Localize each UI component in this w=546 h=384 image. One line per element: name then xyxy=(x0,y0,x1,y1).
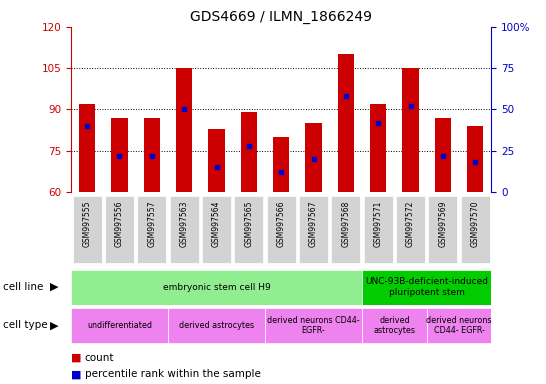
Bar xyxy=(435,118,451,192)
Text: GSM997556: GSM997556 xyxy=(115,201,124,247)
FancyBboxPatch shape xyxy=(71,308,168,343)
Bar xyxy=(370,104,387,192)
FancyBboxPatch shape xyxy=(202,196,231,263)
Text: derived neurons CD44-
EGFR-: derived neurons CD44- EGFR- xyxy=(267,316,360,335)
Text: ▶: ▶ xyxy=(50,282,59,292)
Bar xyxy=(79,104,95,192)
Text: UNC-93B-deficient-induced
pluripotent stem: UNC-93B-deficient-induced pluripotent st… xyxy=(365,277,488,297)
FancyBboxPatch shape xyxy=(427,308,491,343)
Bar xyxy=(338,55,354,192)
Text: derived neurons
CD44- EGFR-: derived neurons CD44- EGFR- xyxy=(426,316,492,335)
Text: GSM997566: GSM997566 xyxy=(277,201,286,247)
Text: GSM997567: GSM997567 xyxy=(309,201,318,247)
Text: GSM997564: GSM997564 xyxy=(212,201,221,247)
Text: undifferentiated: undifferentiated xyxy=(87,321,152,330)
Bar xyxy=(402,68,419,192)
Text: GSM997571: GSM997571 xyxy=(373,201,383,247)
FancyBboxPatch shape xyxy=(137,196,167,263)
Text: derived astrocytes: derived astrocytes xyxy=(179,321,254,330)
Text: GSM997563: GSM997563 xyxy=(180,201,189,247)
Bar xyxy=(111,118,128,192)
Text: GSM997569: GSM997569 xyxy=(438,201,447,247)
Bar xyxy=(209,129,224,192)
Text: GSM997568: GSM997568 xyxy=(341,201,351,247)
Bar xyxy=(144,118,160,192)
Bar xyxy=(273,137,289,192)
Text: derived
astrocytes: derived astrocytes xyxy=(373,316,416,335)
FancyBboxPatch shape xyxy=(266,196,296,263)
FancyBboxPatch shape xyxy=(396,196,425,263)
FancyBboxPatch shape xyxy=(331,196,360,263)
Text: GSM997572: GSM997572 xyxy=(406,201,415,247)
FancyBboxPatch shape xyxy=(429,196,458,263)
Text: GSM997565: GSM997565 xyxy=(245,201,253,247)
Bar xyxy=(467,126,483,192)
Text: embryonic stem cell H9: embryonic stem cell H9 xyxy=(163,283,270,291)
Text: ■: ■ xyxy=(71,369,81,379)
FancyBboxPatch shape xyxy=(170,196,199,263)
Text: count: count xyxy=(85,353,114,363)
FancyBboxPatch shape xyxy=(105,196,134,263)
Text: GSM997570: GSM997570 xyxy=(471,201,480,247)
Bar xyxy=(176,68,192,192)
FancyBboxPatch shape xyxy=(265,308,362,343)
Text: GDS4669 / ILMN_1866249: GDS4669 / ILMN_1866249 xyxy=(190,10,372,23)
Text: GSM997555: GSM997555 xyxy=(82,201,92,247)
FancyBboxPatch shape xyxy=(362,270,491,305)
Text: percentile rank within the sample: percentile rank within the sample xyxy=(85,369,260,379)
FancyBboxPatch shape xyxy=(234,196,263,263)
Text: GSM997557: GSM997557 xyxy=(147,201,156,247)
FancyBboxPatch shape xyxy=(168,308,265,343)
FancyBboxPatch shape xyxy=(364,196,393,263)
Text: ■: ■ xyxy=(71,353,81,363)
FancyBboxPatch shape xyxy=(461,196,490,263)
FancyBboxPatch shape xyxy=(73,196,102,263)
FancyBboxPatch shape xyxy=(299,196,328,263)
FancyBboxPatch shape xyxy=(362,308,427,343)
FancyBboxPatch shape xyxy=(71,270,362,305)
Bar xyxy=(305,123,322,192)
Text: cell type: cell type xyxy=(3,320,48,331)
Bar xyxy=(241,112,257,192)
Text: ▶: ▶ xyxy=(50,320,59,331)
Text: cell line: cell line xyxy=(3,282,43,292)
